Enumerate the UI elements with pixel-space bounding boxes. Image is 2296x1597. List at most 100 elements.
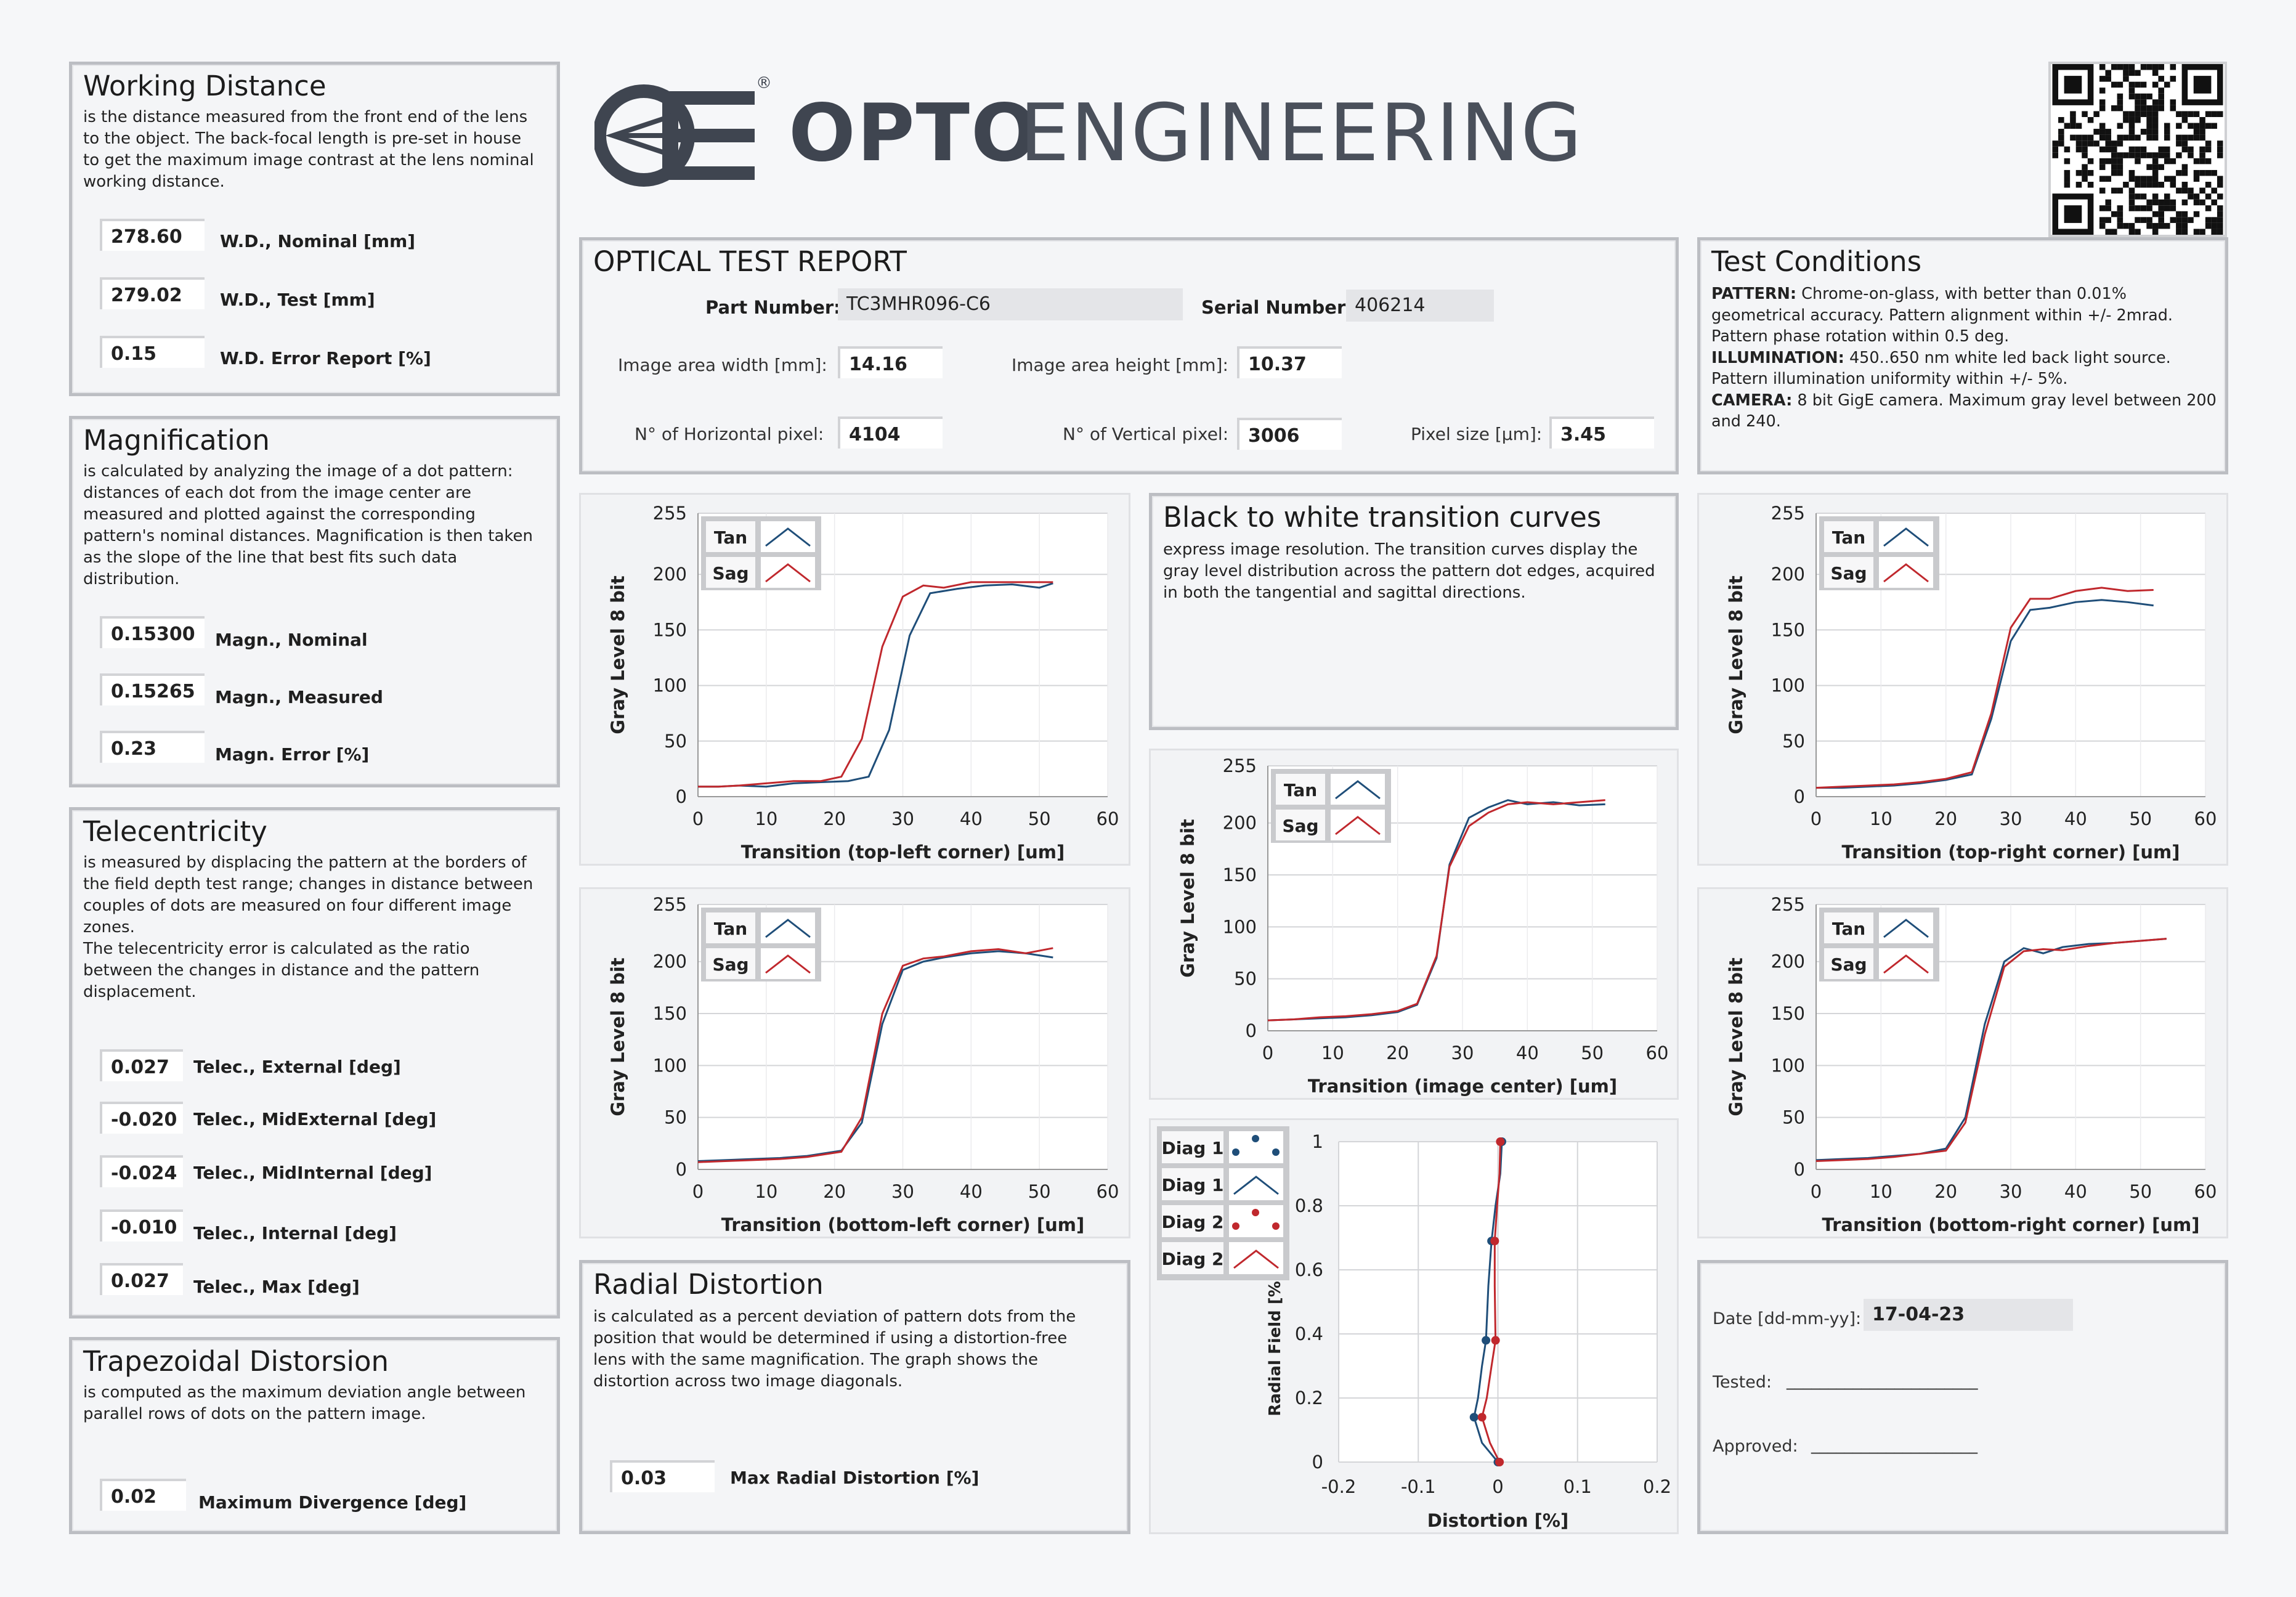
qr-module bbox=[2193, 158, 2200, 165]
qr-module bbox=[2146, 129, 2152, 135]
qr-module bbox=[2082, 152, 2088, 158]
brand-registered: ® bbox=[756, 74, 772, 92]
qr-module bbox=[2140, 129, 2147, 135]
chart-top-right: 0 50 100 150 200 255 0 10 20 30 40 50 60 Transition (… bbox=[1697, 493, 2228, 866]
qr-module bbox=[2105, 140, 2112, 147]
qr-module bbox=[2128, 205, 2135, 211]
qr-module bbox=[2176, 169, 2182, 176]
qr-module bbox=[2135, 193, 2141, 200]
qr-module bbox=[2117, 140, 2124, 147]
image-height-value: 10.37 bbox=[1237, 346, 1342, 378]
approved-signature-line[interactable]: ____________________ bbox=[1811, 1435, 1978, 1454]
qr-module bbox=[2158, 152, 2164, 158]
x-tick-label: 50 bbox=[1028, 808, 1051, 829]
qr-module bbox=[2176, 123, 2182, 129]
qr-module bbox=[2111, 158, 2117, 165]
bw-transition-panel: Black to white transition curves express… bbox=[1149, 493, 1679, 730]
x-tick-label: 0 bbox=[1262, 1042, 1273, 1063]
qr-module bbox=[2176, 222, 2182, 229]
y-tick-label: 0 bbox=[676, 1159, 687, 1180]
legend-label-bg bbox=[1276, 810, 1325, 840]
qr-module bbox=[2170, 199, 2176, 206]
approved-label: Approved: bbox=[1713, 1437, 1798, 1456]
y-tick-label: 255 bbox=[653, 894, 687, 915]
qr-module bbox=[2181, 222, 2188, 229]
qr-module bbox=[2199, 152, 2205, 158]
image-width-label: Image area width [mm]: bbox=[618, 355, 827, 375]
max-radial-distortion-label: Max Radial Distortion [%] bbox=[730, 1468, 980, 1488]
qr-module bbox=[2152, 105, 2159, 112]
qr-module bbox=[2164, 199, 2170, 206]
qr-module bbox=[2128, 123, 2135, 129]
qr-module bbox=[2158, 164, 2164, 170]
qr-module bbox=[2117, 222, 2124, 229]
legend-label: Sag bbox=[1830, 954, 1867, 975]
qr-module bbox=[2135, 93, 2141, 100]
qr-module bbox=[2188, 123, 2194, 129]
y-axis-label: Gray Level 8 bit bbox=[607, 957, 628, 1116]
telec-internal-value: -0.010 bbox=[100, 1209, 183, 1241]
serial-number-label: Serial Number: bbox=[1201, 297, 1353, 318]
panel-title: Trapezoidal Distorsion bbox=[83, 1345, 389, 1378]
x-tick-label: 20 bbox=[1934, 1181, 1957, 1202]
y-tick-label: 0 bbox=[1246, 1020, 1257, 1041]
radial-distortion-panel: Radial Distortion is calculated as a per… bbox=[579, 1260, 1130, 1534]
qr-module bbox=[2152, 211, 2159, 217]
qr-module bbox=[2205, 111, 2212, 117]
legend-swatch-bg bbox=[1229, 1242, 1283, 1274]
chart-bottom-right: 0 50 100 150 200 255 0 10 20 30 40 50 60 Transition (… bbox=[1697, 887, 2228, 1238]
qr-module bbox=[2176, 187, 2182, 194]
legend-label-bg bbox=[1824, 912, 1873, 943]
qr-module bbox=[2158, 64, 2164, 70]
qr-module bbox=[2111, 229, 2117, 235]
wd-error-value: 0.15 bbox=[100, 336, 205, 368]
magn-nominal-label: Magn., Nominal bbox=[215, 630, 368, 650]
qr-module bbox=[2158, 182, 2164, 188]
qr-module bbox=[2152, 164, 2159, 170]
x-tick-label: 30 bbox=[1451, 1042, 1474, 1063]
qr-module bbox=[2188, 134, 2194, 141]
panel-description: PATTERN: Chrome-on-glass, with better th… bbox=[1711, 285, 2217, 431]
qr-module bbox=[2128, 193, 2135, 200]
part-number-label: Part Number: bbox=[705, 297, 841, 318]
y-tick-label: 1 bbox=[1312, 1131, 1323, 1152]
qr-module bbox=[2170, 64, 2176, 70]
series-line-sag bbox=[1815, 587, 2154, 789]
x-tick-label: 40 bbox=[960, 1181, 983, 1202]
qr-module bbox=[2217, 140, 2223, 147]
qr-module bbox=[2146, 123, 2152, 129]
qr-module bbox=[2152, 116, 2159, 123]
qr-module bbox=[2135, 182, 2141, 188]
qr-module bbox=[2093, 140, 2099, 147]
qr-module bbox=[2082, 146, 2088, 153]
qr-module bbox=[2170, 217, 2176, 223]
panel-description: express image resolution. The transition… bbox=[1163, 540, 1655, 602]
legend-swatch-bg bbox=[761, 521, 815, 552]
legend-label-bg bbox=[1824, 557, 1873, 588]
qr-module bbox=[2158, 87, 2164, 94]
x-tick-label: 20 bbox=[823, 1181, 846, 1202]
qr-module bbox=[2205, 193, 2212, 200]
qr-module bbox=[2117, 99, 2124, 105]
y-tick-label: 100 bbox=[1771, 675, 1805, 696]
qr-module bbox=[2135, 81, 2141, 88]
x-tick-label: 0 bbox=[1811, 808, 1822, 829]
tested-signature-line[interactable]: _______________________ bbox=[1787, 1371, 1978, 1390]
y-tick-label: 50 bbox=[1234, 969, 1257, 989]
qr-module bbox=[2152, 222, 2159, 229]
qr-module bbox=[2111, 211, 2117, 217]
series-line-tan bbox=[697, 950, 1053, 1163]
qr-module bbox=[2087, 169, 2094, 176]
qr-module bbox=[2123, 134, 2129, 141]
panel-description: is measured by displacing the pattern at… bbox=[83, 853, 533, 1001]
y-tick-label: 100 bbox=[1223, 916, 1257, 937]
qr-module bbox=[2146, 111, 2152, 117]
max-radial-distortion-value: 0.03 bbox=[610, 1460, 715, 1492]
qr-module bbox=[2105, 229, 2112, 235]
report-title: OPTICAL TEST REPORT bbox=[593, 245, 907, 278]
qr-module bbox=[2199, 116, 2205, 123]
qr-module bbox=[2199, 158, 2205, 165]
qr-module bbox=[2128, 70, 2135, 76]
working-distance-panel: Working Distance is the distance measure… bbox=[69, 62, 560, 396]
legend-swatch-line bbox=[1233, 1250, 1279, 1269]
